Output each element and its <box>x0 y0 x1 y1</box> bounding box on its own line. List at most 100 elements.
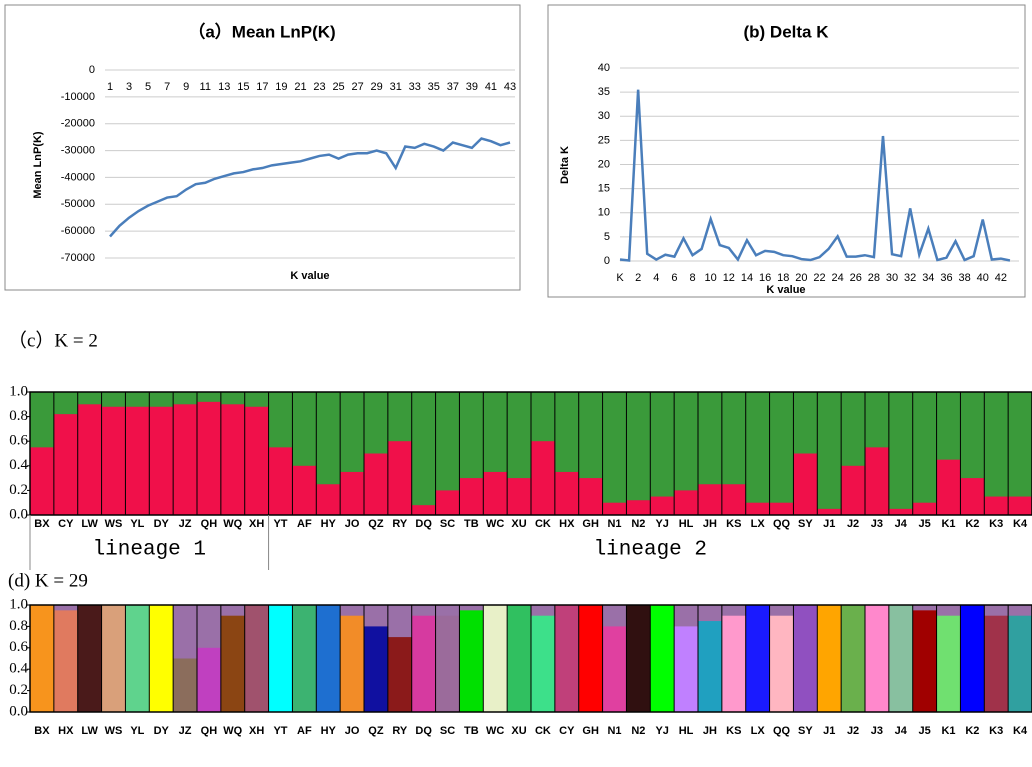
y-tick-label: 35 <box>598 86 610 98</box>
plot-frame <box>29 391 1032 516</box>
y-axis-title: Delta K <box>559 146 571 184</box>
population-label: HY <box>321 725 337 737</box>
membership-bar <box>364 626 389 712</box>
population-label: DQ <box>415 725 432 737</box>
membership-bar <box>674 490 699 515</box>
membership-bar <box>912 610 937 712</box>
membership-bar <box>698 484 723 515</box>
x-axis-title: K value <box>766 284 805 296</box>
population-label: BX <box>34 518 50 530</box>
x-tick-label: 41 <box>485 81 497 93</box>
population-label: LW <box>81 518 98 530</box>
membership-bar <box>578 478 603 515</box>
membership-bar <box>483 471 508 515</box>
x-tick-label: 22 <box>813 272 825 284</box>
y-tick-label: 0.2 <box>9 682 28 698</box>
x-tick-label: 19 <box>275 81 287 93</box>
population-label: K1 <box>941 518 955 530</box>
membership-bar <box>77 404 102 515</box>
membership-bar <box>387 441 413 515</box>
population-label: XH <box>249 518 264 530</box>
membership-bar <box>435 490 460 515</box>
y-tick-label: -70000 <box>61 252 95 264</box>
population-label: YL <box>130 518 144 530</box>
population-label: WC <box>486 725 504 737</box>
y-tick-label: 1.0 <box>9 596 28 612</box>
membership-bar <box>554 605 580 712</box>
x-tick-label: 43 <box>504 81 516 93</box>
membership-bar <box>101 605 126 712</box>
population-label: QQ <box>773 725 791 737</box>
membership-bar <box>53 610 79 712</box>
x-tick-label: 2 <box>635 272 641 284</box>
population-label: SC <box>440 518 455 530</box>
membership-bar <box>459 610 484 712</box>
x-tick-label: K <box>616 272 624 284</box>
x-tick-label: 25 <box>332 81 344 93</box>
membership-bar <box>197 647 222 712</box>
panel-b-frame <box>547 4 1026 298</box>
membership-bar <box>483 605 508 712</box>
population-label: XU <box>511 725 526 737</box>
population-label: HX <box>58 725 74 737</box>
population-label: J5 <box>919 518 931 530</box>
x-tick-label: 29 <box>371 81 383 93</box>
membership-bar <box>626 500 651 515</box>
population-label: LX <box>751 518 766 530</box>
y-tick-label: 0.2 <box>9 482 28 498</box>
population-label: J2 <box>847 725 859 737</box>
membership-bar <box>1008 615 1032 712</box>
population-label: LW <box>81 725 98 737</box>
x-tick-label: 27 <box>351 81 363 93</box>
x-tick-label: 34 <box>922 272 934 284</box>
chart-title: （c）K = 2 <box>8 329 98 351</box>
population-label: YT <box>273 725 287 737</box>
membership-bar <box>149 406 174 515</box>
membership-bar <box>793 453 818 515</box>
membership-bar <box>674 626 699 712</box>
population-label: JO <box>345 518 360 530</box>
x-tick-label: 24 <box>832 272 844 284</box>
membership-bar <box>984 615 1009 712</box>
x-tick-label: 3 <box>126 81 132 93</box>
y-tick-label: 0.4 <box>9 457 28 473</box>
membership-bar <box>1008 496 1032 515</box>
x-tick-label: 38 <box>958 272 970 284</box>
y-tick-label: 40 <box>598 62 610 74</box>
population-label: XH <box>249 725 264 737</box>
membership-bar <box>721 484 747 515</box>
membership-bar <box>316 484 341 515</box>
population-label: QH <box>201 518 218 530</box>
y-tick-label: -60000 <box>61 225 95 237</box>
membership-bar <box>435 615 460 712</box>
membership-bar <box>602 502 627 515</box>
membership-bar <box>984 496 1009 515</box>
y-axis-title: Mean LnP(K) <box>32 131 44 199</box>
population-label: WQ <box>223 725 242 737</box>
population-label: KS <box>726 518 741 530</box>
membership-bar <box>865 605 890 712</box>
x-tick-label: 1 <box>107 81 113 93</box>
x-tick-label: 20 <box>795 272 807 284</box>
membership-bar <box>268 605 293 712</box>
population-label: CY <box>58 518 74 530</box>
population-label: DQ <box>415 518 432 530</box>
y-tick-label: 0.0 <box>9 506 28 522</box>
membership-bar <box>936 615 961 712</box>
population-label: CK <box>535 518 551 530</box>
membership-bar <box>340 471 365 515</box>
membership-bar <box>841 465 866 515</box>
lineage-label: lineage 1 <box>93 539 206 562</box>
membership-bar <box>292 465 317 515</box>
population-label: K3 <box>989 518 1003 530</box>
membership-bar <box>650 496 675 515</box>
x-tick-label: 5 <box>145 81 151 93</box>
population-label: J5 <box>919 725 931 737</box>
x-tick-label: 17 <box>256 81 268 93</box>
population-label: YT <box>273 518 287 530</box>
y-tick-label: -10000 <box>61 91 95 103</box>
x-tick-label: 18 <box>777 272 789 284</box>
x-axis-title: K value <box>290 270 329 282</box>
membership-bar <box>244 605 269 712</box>
